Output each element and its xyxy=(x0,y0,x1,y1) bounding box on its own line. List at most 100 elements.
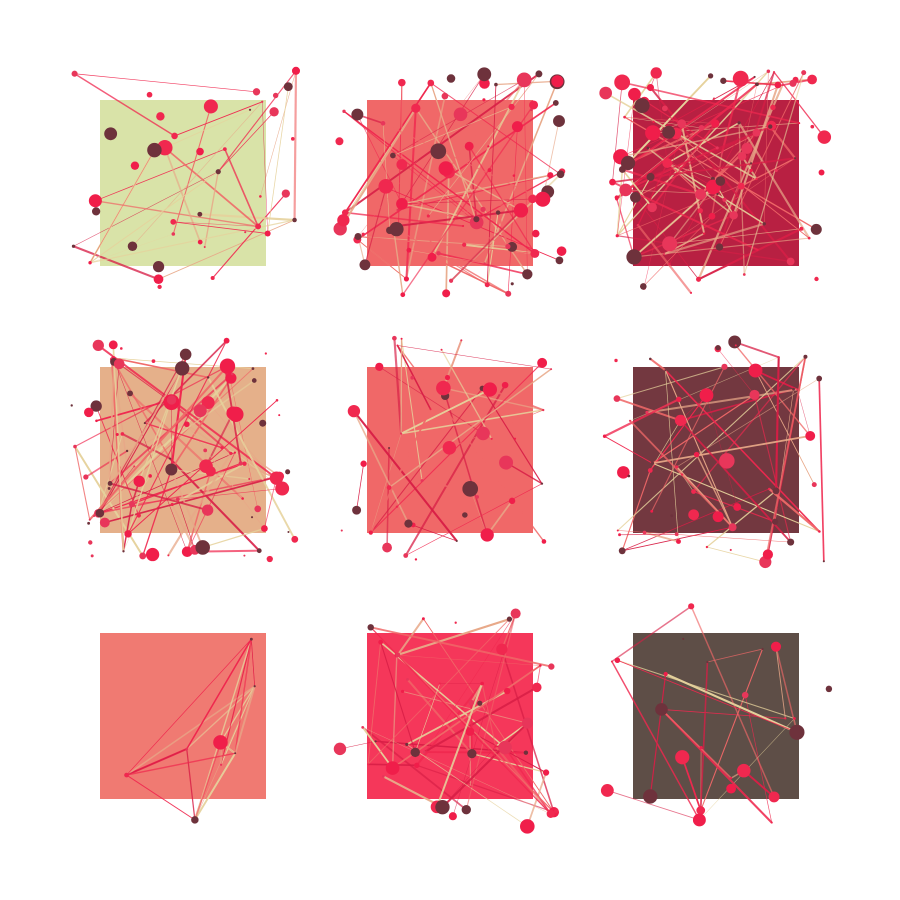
network-node xyxy=(661,105,668,112)
network-node xyxy=(398,78,406,87)
network-node xyxy=(454,621,457,624)
network-edge xyxy=(364,187,387,265)
network-node xyxy=(291,535,299,543)
network-edge xyxy=(267,86,289,234)
network-edge xyxy=(651,366,725,512)
network-edge xyxy=(217,70,297,173)
network-node xyxy=(728,335,742,349)
network-node xyxy=(460,339,463,342)
network-edge xyxy=(611,605,692,663)
network-node xyxy=(688,509,699,521)
network-edge xyxy=(611,661,701,821)
network-node xyxy=(623,115,626,119)
network-node xyxy=(128,500,135,508)
network-edge xyxy=(402,691,528,724)
network-node xyxy=(626,249,642,265)
network-edge xyxy=(112,344,125,552)
network-node xyxy=(95,508,105,518)
network-edge xyxy=(755,370,815,485)
network-node xyxy=(696,806,706,815)
network-node xyxy=(395,652,401,658)
network-node xyxy=(676,539,681,544)
network-node xyxy=(130,161,140,170)
network-node xyxy=(741,142,753,154)
network-edge xyxy=(652,462,820,533)
network-edge xyxy=(695,454,734,528)
network-edge xyxy=(665,370,679,542)
network-node xyxy=(548,663,555,670)
network-node xyxy=(811,482,817,488)
network-node xyxy=(136,513,141,518)
network-node xyxy=(510,282,514,286)
network-node xyxy=(197,239,203,245)
network-edge xyxy=(356,463,365,511)
network-node xyxy=(547,172,554,179)
network-edge xyxy=(763,71,769,224)
network-edge xyxy=(405,483,543,556)
network-node xyxy=(749,168,753,173)
network-node xyxy=(201,396,215,410)
network-node xyxy=(234,752,237,755)
network-edge xyxy=(158,219,295,280)
network-node xyxy=(647,202,657,213)
network-node xyxy=(455,539,458,542)
network-node xyxy=(670,514,674,518)
network-node xyxy=(645,125,661,141)
network-node xyxy=(426,214,430,218)
network-node xyxy=(477,700,483,706)
network-node xyxy=(380,120,386,126)
network-edge xyxy=(768,488,821,533)
network-node xyxy=(461,805,471,815)
network-node xyxy=(230,372,234,376)
network-node xyxy=(755,177,758,181)
network-edge xyxy=(468,145,536,254)
network-node xyxy=(476,426,490,441)
network-edge xyxy=(621,168,653,208)
network-node xyxy=(674,414,687,427)
network-edge xyxy=(263,478,277,529)
network-node xyxy=(249,637,253,641)
network-edge xyxy=(113,361,171,460)
network-edge xyxy=(357,114,403,205)
network-node xyxy=(599,86,613,100)
panel xyxy=(602,335,825,569)
network-edge xyxy=(408,249,485,264)
network-edge xyxy=(357,74,485,237)
network-node xyxy=(508,497,516,505)
network-edge xyxy=(723,79,778,86)
network-node xyxy=(464,141,474,151)
network-node xyxy=(615,234,619,238)
network-node xyxy=(655,703,668,716)
network-edge xyxy=(186,423,265,529)
network-node xyxy=(715,344,721,351)
panel xyxy=(333,608,560,834)
network-edge xyxy=(445,172,450,294)
network-node xyxy=(213,735,228,750)
network-edge xyxy=(362,727,551,815)
network-node xyxy=(359,259,371,271)
network-node xyxy=(406,247,412,253)
network-node xyxy=(165,463,178,476)
network-node xyxy=(505,290,512,297)
network-edge xyxy=(388,368,552,489)
network-node xyxy=(646,172,655,181)
network-edge xyxy=(441,722,529,808)
network-node xyxy=(737,763,751,778)
network-node xyxy=(825,685,833,693)
network-node xyxy=(742,273,746,276)
network-node xyxy=(179,348,192,361)
network-edge xyxy=(126,774,196,821)
network-node xyxy=(430,143,447,160)
network-edge xyxy=(622,168,701,196)
network-edge xyxy=(721,78,742,153)
network-node xyxy=(151,359,156,364)
network-node xyxy=(614,358,618,363)
network-node xyxy=(535,191,551,207)
network-edge xyxy=(619,533,677,536)
network-edge xyxy=(131,488,283,505)
network-node xyxy=(556,246,567,256)
network-node xyxy=(516,72,532,88)
network-node xyxy=(542,408,545,412)
network-edge xyxy=(637,162,668,226)
network-node xyxy=(662,125,676,139)
